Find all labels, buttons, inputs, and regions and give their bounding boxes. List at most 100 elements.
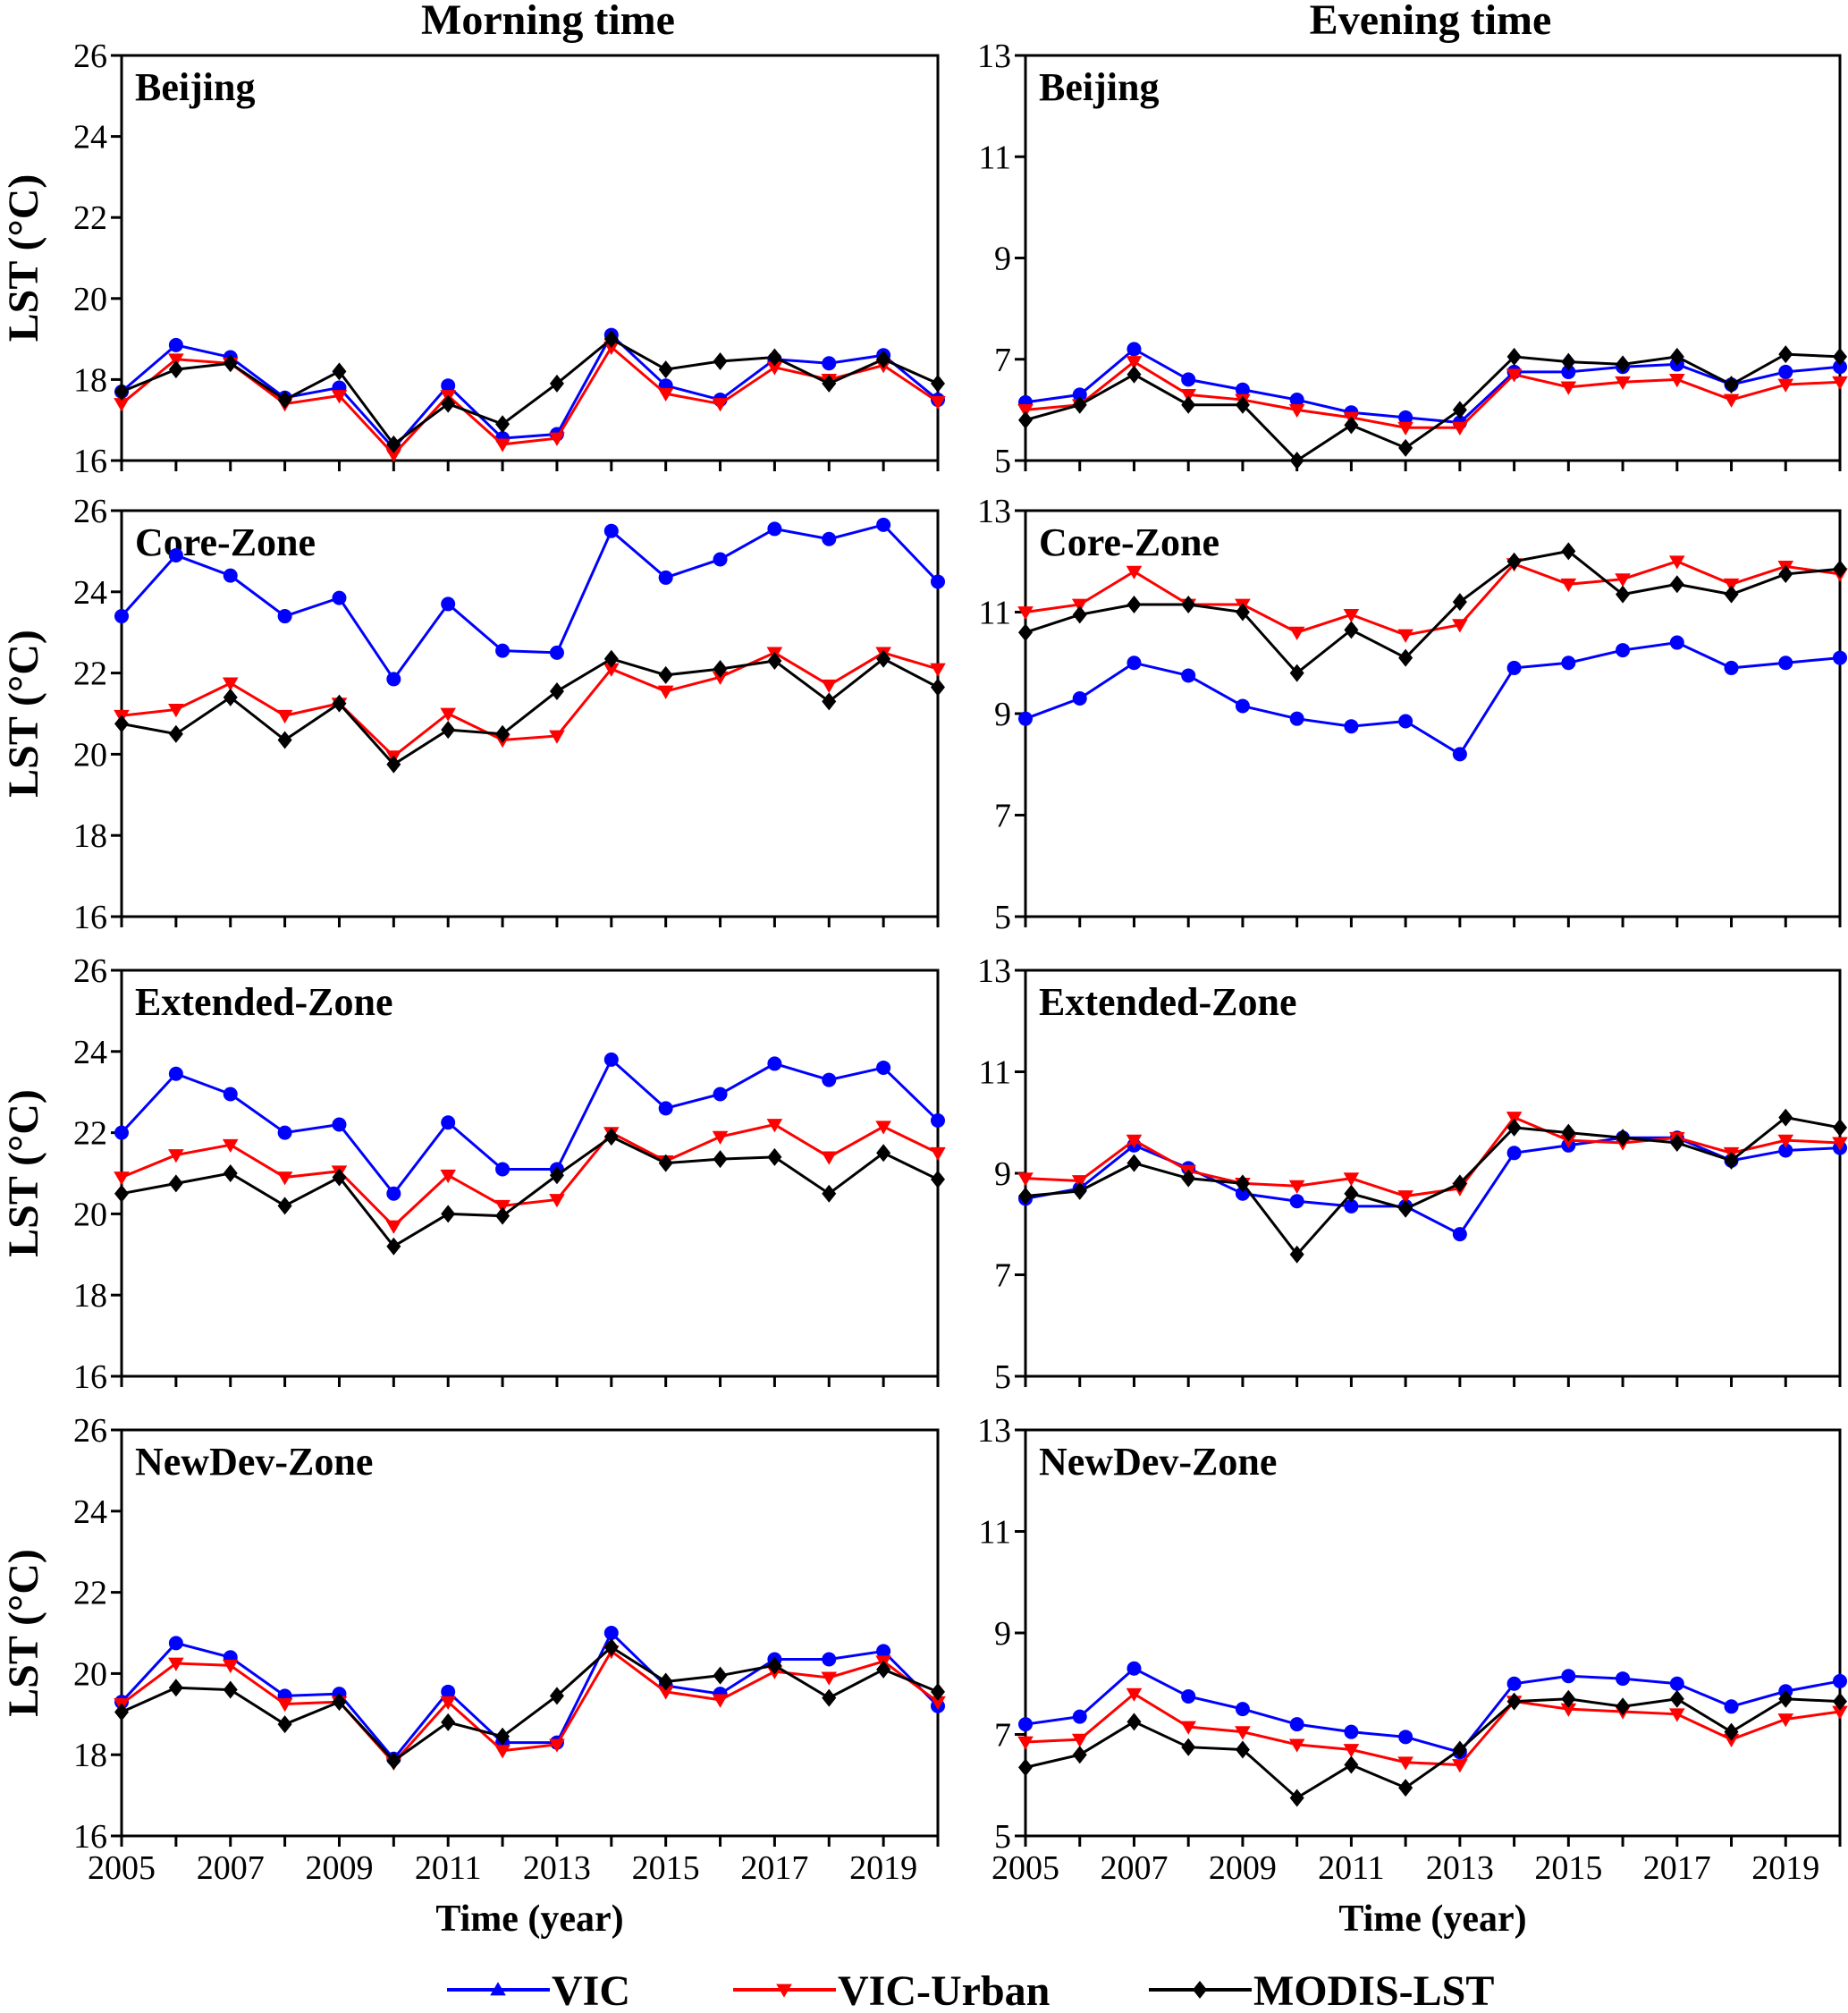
panel-newdev-zone-evening: 5 7 9 11 13 2005 2007 2009 2011 2013 2015 2017 2019 T… <box>977 1412 1848 1940</box>
column-title-evening: Evening time <box>1310 0 1552 44</box>
data-point-vic <box>1072 690 1087 706</box>
data-point-vic <box>1724 660 1739 675</box>
data-point-vic <box>767 1056 782 1071</box>
data-point-modis-lst <box>1072 395 1087 414</box>
series-line-vic-urban <box>1025 560 1841 637</box>
y-tick-label: 9 <box>994 241 1011 278</box>
legend-label: MODIS-LST <box>1253 1967 1494 2013</box>
data-point-vic-urban <box>222 677 239 691</box>
data-point-vic <box>1181 1688 1196 1704</box>
data-point-vic-urban <box>331 390 348 404</box>
panel-label: Extended-Zone <box>135 980 392 1024</box>
data-point-modis-lst <box>114 715 129 733</box>
x-tick-label: 2019 <box>1751 1849 1819 1887</box>
data-point-vic-urban <box>1723 578 1740 593</box>
data-point-vic <box>1018 711 1033 726</box>
data-point-vic-urban <box>1343 608 1360 623</box>
data-point-modis-lst <box>1127 595 1142 613</box>
y-axis-label: LST (°C) <box>0 174 47 343</box>
data-point-vic <box>1833 650 1847 665</box>
data-point-vic-urban <box>222 1659 239 1674</box>
y-tick-label: 18 <box>73 1737 107 1774</box>
data-point-vic-urban <box>1777 1713 1794 1728</box>
data-point-modis-lst <box>1778 564 1793 583</box>
data-point-vic <box>931 574 945 589</box>
data-point-modis-lst <box>549 1166 564 1185</box>
data-point-vic-urban <box>875 1121 891 1135</box>
series-modis-lst <box>114 1637 945 1771</box>
series-vic <box>114 517 945 687</box>
data-point-vic-urban <box>1506 1112 1523 1126</box>
series-vic-urban <box>114 647 946 765</box>
x-tick-label: 2017 <box>1643 1849 1711 1887</box>
data-point-vic <box>549 645 564 660</box>
x-tick-label: 2005 <box>88 1849 156 1887</box>
data-point-vic-urban <box>440 1696 456 1710</box>
data-point-vic <box>822 1072 837 1087</box>
data-point-vic <box>876 1644 891 1659</box>
data-point-vic-urban <box>930 395 946 410</box>
y-tick-label: 7 <box>994 1717 1011 1755</box>
data-point-vic-urban <box>494 438 511 453</box>
data-point-vic-urban <box>1343 1172 1360 1187</box>
data-point-vic <box>1398 410 1413 425</box>
data-point-modis-lst <box>168 360 183 379</box>
data-point-vic-urban <box>1288 1180 1305 1194</box>
data-point-vic-urban <box>712 671 729 685</box>
data-point-vic-urban <box>276 1698 293 1713</box>
data-point-vic <box>658 570 673 585</box>
y-tick-label: 11 <box>978 139 1011 176</box>
panel-label: Beijing <box>1039 65 1159 109</box>
x-axis-label: Time (year) <box>1338 1899 1526 1940</box>
data-point-modis-lst <box>1344 621 1359 639</box>
series-modis-lst <box>1018 1689 1847 1807</box>
x-tick-label: 2011 <box>1318 1849 1385 1887</box>
series-line-vic <box>120 1057 940 1197</box>
data-point-vic <box>713 552 728 567</box>
data-point-modis-lst <box>1235 395 1250 414</box>
data-point-vic-urban <box>168 704 184 718</box>
data-point-vic-urban <box>712 1694 729 1708</box>
y-tick-label: 9 <box>994 1615 1011 1653</box>
data-point-vic-urban <box>1452 1759 1468 1773</box>
y-tick-label: 20 <box>73 736 107 774</box>
data-point-vic-urban <box>1126 565 1143 579</box>
data-point-modis-lst <box>603 649 619 668</box>
data-point-vic <box>114 609 129 624</box>
data-point-vic <box>332 1117 347 1132</box>
data-point-modis-lst <box>168 1174 183 1193</box>
data-point-modis-lst <box>658 360 673 379</box>
data-point-vic <box>1289 1194 1304 1209</box>
data-point-modis-lst <box>1072 1181 1087 1200</box>
panel-core-zone-morning: 16 18 20 22 24 26 LST (°C) Core-Zone <box>0 493 946 936</box>
legend-item-vic: VIC <box>447 1967 630 2013</box>
series-line-vic-urban <box>121 651 939 758</box>
data-point-vic-urban <box>1832 1137 1848 1151</box>
data-point-modis-lst <box>822 1688 837 1707</box>
series-line-vic <box>1025 347 1841 425</box>
x-tick-label: 2005 <box>992 1849 1059 1887</box>
data-point-modis-lst <box>168 1679 183 1697</box>
data-point-vic <box>1616 643 1631 658</box>
data-point-modis-lst <box>277 731 292 749</box>
series-line-vic-urban <box>121 344 939 457</box>
y-tick-label: 22 <box>73 1115 107 1153</box>
data-point-modis-lst <box>658 665 673 684</box>
data-point-vic-urban <box>114 1171 130 1186</box>
data-point-modis-lst <box>1344 1184 1359 1203</box>
data-point-vic <box>441 378 456 393</box>
data-point-modis-lst <box>495 415 511 434</box>
y-tick-label: 9 <box>994 1155 1011 1193</box>
data-point-vic-urban <box>1615 573 1631 588</box>
data-point-modis-lst <box>658 1672 673 1691</box>
y-axis-label: LST (°C) <box>0 630 47 798</box>
data-point-modis-lst <box>1561 542 1576 561</box>
data-point-modis-lst <box>223 1164 238 1182</box>
data-point-vic <box>822 531 837 546</box>
legend-label: VIC <box>552 1967 630 2013</box>
data-point-vic <box>386 1186 401 1201</box>
legend-marker-triangle-down-icon <box>776 1983 792 1998</box>
data-point-modis-lst <box>603 1128 619 1146</box>
plot-frame <box>120 1428 940 1838</box>
